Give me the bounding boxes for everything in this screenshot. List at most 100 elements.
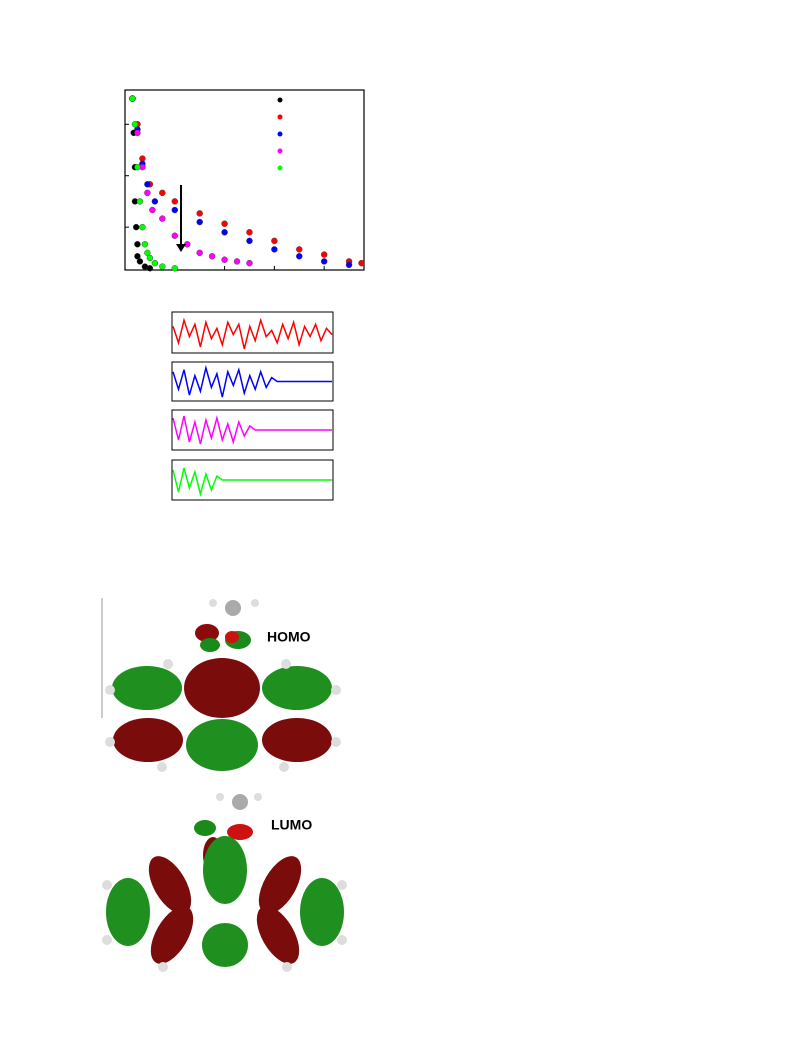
data-point	[296, 246, 303, 253]
atom	[254, 793, 262, 801]
data-point	[133, 223, 140, 231]
trace-line	[172, 415, 332, 445]
legend-marker	[277, 114, 283, 120]
data-point	[146, 254, 154, 262]
legend-marker	[277, 148, 283, 154]
lobe	[150, 906, 194, 964]
lobe	[262, 718, 332, 762]
lobe	[262, 666, 332, 710]
data-point	[151, 259, 159, 267]
data-point	[358, 259, 365, 267]
atom	[337, 935, 347, 945]
data-point	[196, 249, 203, 257]
data-point	[171, 232, 178, 239]
data-point	[320, 251, 328, 258]
lobe	[256, 906, 300, 964]
atom	[102, 935, 112, 945]
data-point	[134, 253, 141, 260]
plot-frame	[171, 409, 334, 451]
data-point	[345, 261, 353, 269]
data-point	[221, 256, 228, 263]
data-point	[246, 229, 253, 236]
data-point	[144, 181, 151, 188]
lobe	[202, 923, 248, 967]
data-point	[146, 265, 154, 272]
data-point	[246, 237, 253, 245]
lobe	[186, 719, 258, 771]
data-point	[149, 206, 156, 214]
legend-marker	[277, 165, 283, 171]
orbital-label: HOMO	[267, 629, 311, 645]
atom	[158, 962, 168, 972]
data-point	[233, 258, 241, 265]
lobe	[258, 856, 302, 914]
lobe	[200, 638, 220, 652]
lobe	[148, 856, 192, 914]
data-point	[131, 121, 139, 128]
plot-frame	[171, 361, 334, 402]
orbital-label: LUMO	[271, 817, 312, 833]
legend-marker	[277, 97, 283, 103]
data-point	[134, 241, 141, 248]
data-point	[208, 253, 216, 260]
trace-line	[172, 467, 332, 497]
data-point	[271, 246, 278, 253]
data-point	[129, 95, 136, 102]
data-point	[246, 259, 253, 267]
lobe	[106, 878, 150, 946]
lobe	[227, 824, 253, 840]
data-point	[136, 198, 144, 205]
atom	[163, 659, 173, 669]
lobe	[194, 820, 216, 836]
data-point	[221, 220, 228, 227]
data-point	[159, 215, 166, 222]
atom	[216, 793, 224, 801]
data-point	[141, 241, 149, 248]
plot-frame	[124, 89, 365, 271]
trace-line	[172, 364, 332, 398]
lobe	[184, 658, 260, 718]
plot-frame	[171, 459, 334, 501]
atom	[331, 685, 341, 695]
data-point	[171, 265, 178, 272]
atom	[281, 659, 291, 669]
lobe	[225, 631, 239, 643]
atom	[225, 600, 241, 616]
data-point	[144, 189, 151, 197]
molecule-homo: HOMO	[101, 598, 341, 772]
atom	[102, 880, 112, 890]
lobe	[203, 836, 247, 904]
data-point	[136, 258, 144, 265]
lobe	[112, 666, 182, 710]
lobe	[300, 878, 344, 946]
atom	[337, 880, 347, 890]
atom	[279, 762, 289, 772]
data-point	[159, 263, 166, 270]
trace-line	[172, 317, 333, 350]
data-point	[134, 163, 141, 171]
plot-frame	[171, 311, 334, 354]
atom	[232, 794, 248, 810]
atom	[331, 737, 341, 747]
data-point	[171, 198, 178, 205]
data-point	[221, 229, 228, 236]
data-point	[196, 210, 203, 217]
data-point	[144, 249, 151, 257]
data-point	[296, 253, 303, 260]
atom	[105, 737, 115, 747]
data-point	[151, 198, 159, 205]
lobe	[195, 624, 219, 642]
data-point	[320, 258, 328, 265]
lobe	[113, 718, 183, 762]
atom	[105, 685, 115, 695]
data-point	[196, 218, 203, 226]
data-point	[171, 206, 178, 214]
atom	[251, 599, 259, 607]
molecule-lumo: LUMO	[102, 793, 347, 972]
legend-marker	[277, 131, 283, 137]
atom	[209, 599, 217, 607]
atom	[282, 962, 292, 972]
data-point	[159, 189, 166, 197]
